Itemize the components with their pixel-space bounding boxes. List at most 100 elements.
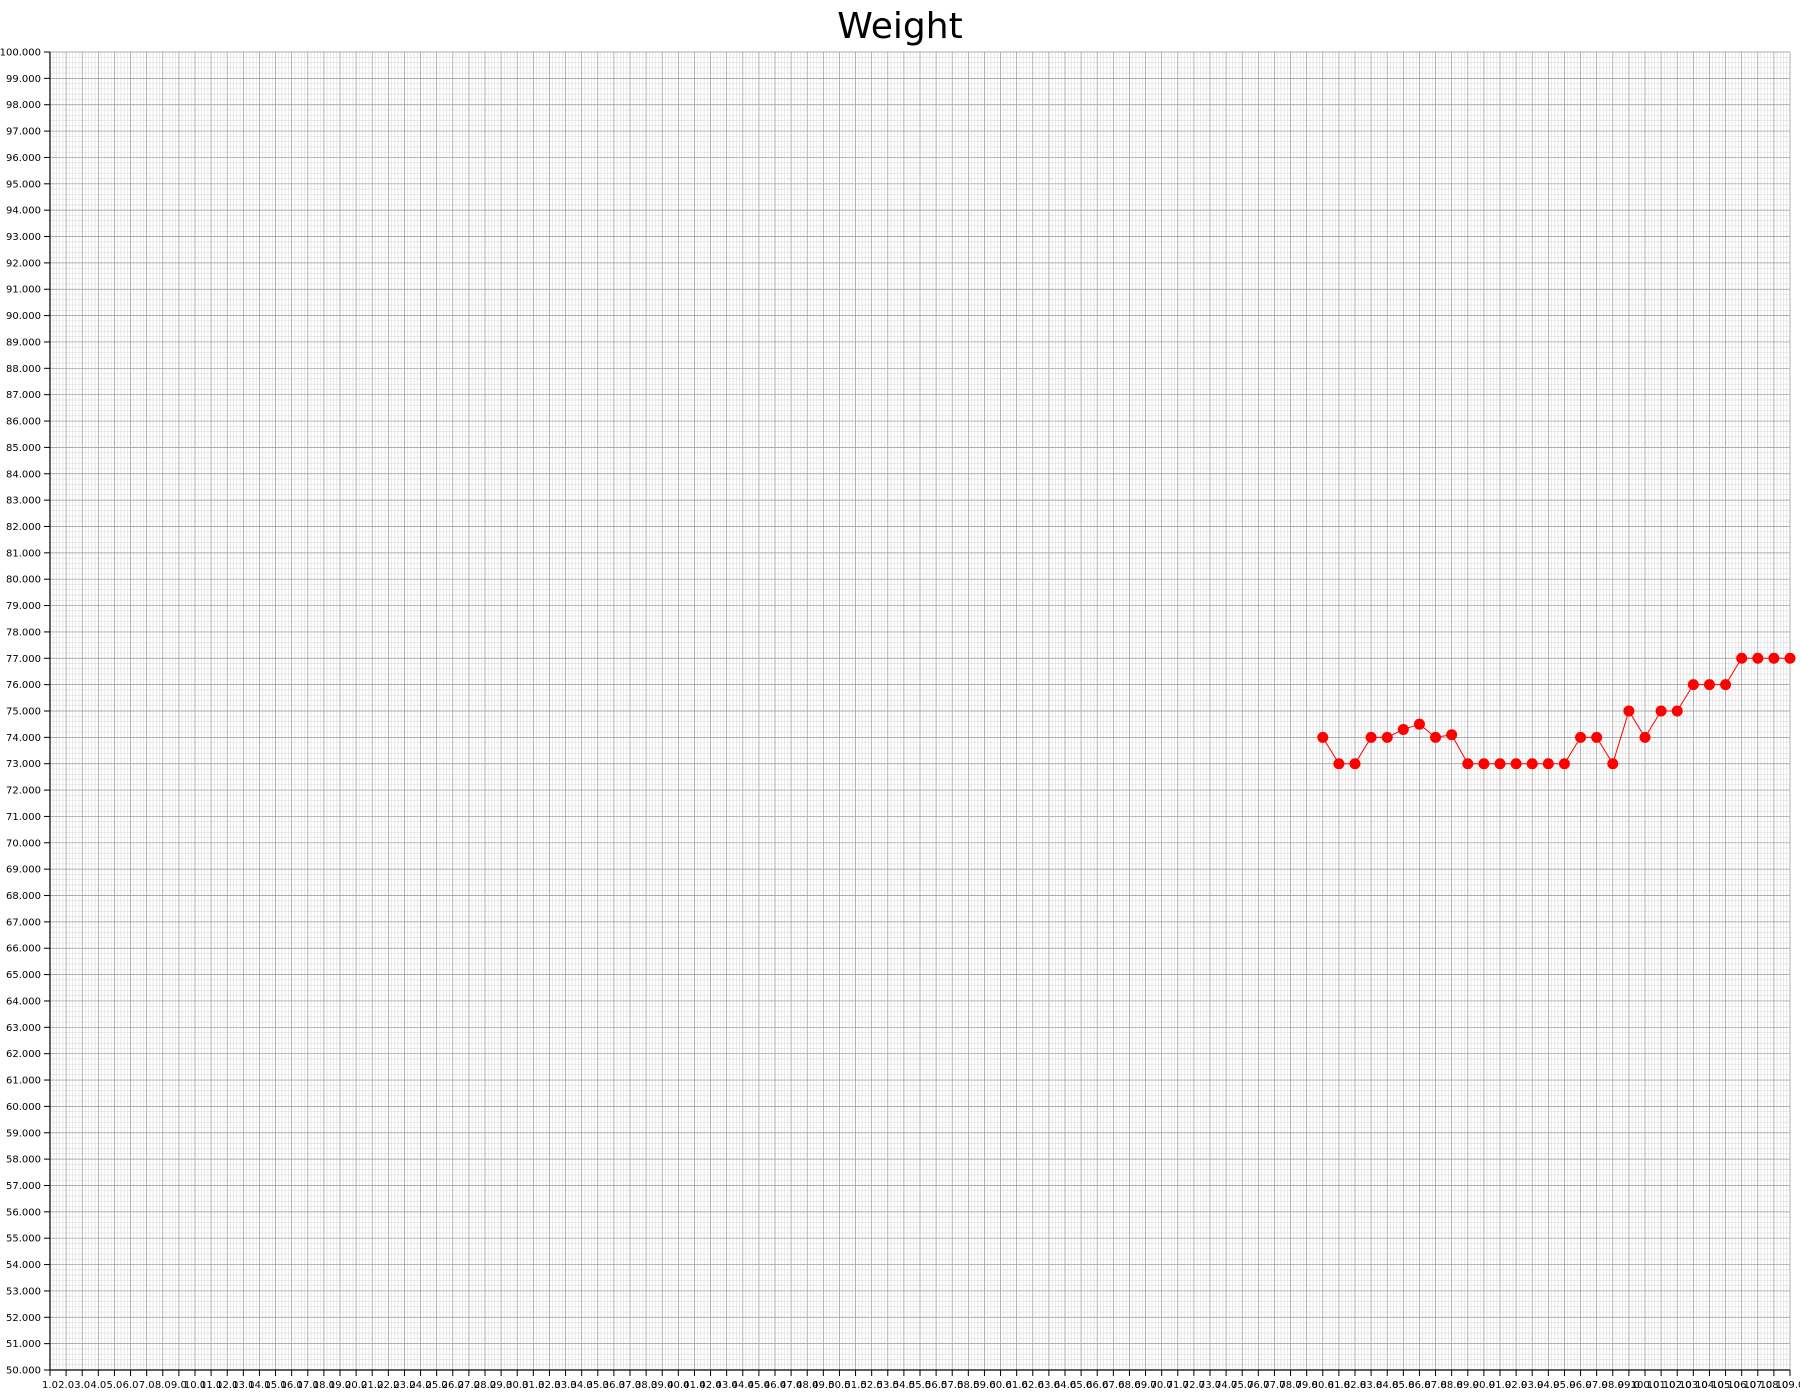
- x-tick-label: 59.0: [973, 1380, 995, 1391]
- y-tick-label: 94.000: [6, 206, 41, 217]
- x-tick-label: 64.0: [1054, 1380, 1076, 1391]
- x-tick-label: 67.0: [1102, 1380, 1124, 1391]
- y-tick-label: 84.000: [6, 469, 41, 480]
- x-tick-label: 48.0: [796, 1380, 818, 1391]
- x-tick-label: 4.0: [90, 1380, 106, 1391]
- x-tick-label: 92.0: [1505, 1380, 1527, 1391]
- y-tick-label: 53.000: [6, 1286, 41, 1297]
- y-tick-label: 78.000: [6, 627, 41, 638]
- data-point: [1510, 758, 1522, 770]
- y-tick-label: 88.000: [6, 364, 41, 375]
- x-tick-label: 74.0: [1215, 1380, 1237, 1391]
- x-tick-label: 93.0: [1521, 1380, 1543, 1391]
- x-tick-label: 97.0: [1586, 1380, 1608, 1391]
- y-tick-label: 60.000: [6, 1102, 41, 1113]
- data-point: [1381, 731, 1393, 743]
- data-point: [1397, 723, 1409, 735]
- y-tick-label: 69.000: [6, 865, 41, 876]
- x-tick-label: 9.0: [171, 1380, 187, 1391]
- x-tick-label: 34.0: [571, 1380, 593, 1391]
- x-tick-label: 56.0: [925, 1380, 947, 1391]
- x-tick-label: 106.0: [1727, 1380, 1756, 1391]
- x-tick-label: 18.0: [313, 1380, 335, 1391]
- x-tick-label: 39.0: [651, 1380, 673, 1391]
- y-tick-label: 71.000: [6, 812, 41, 823]
- x-tick-label: 23.0: [393, 1380, 415, 1391]
- y-tick-label: 100.000: [0, 48, 41, 59]
- x-tick-label: 101.0: [1647, 1380, 1676, 1391]
- x-tick-label: 73.0: [1199, 1380, 1221, 1391]
- x-tick-label: 87.0: [1424, 1380, 1446, 1391]
- data-point: [1736, 652, 1748, 664]
- x-tick-label: 77.0: [1263, 1380, 1285, 1391]
- y-tick-label: 85.000: [6, 443, 41, 454]
- x-tick-label: 1.0: [42, 1380, 58, 1391]
- x-tick-label: 40.0: [667, 1380, 689, 1391]
- y-tick-label: 57.000: [6, 1181, 41, 1192]
- x-tick-label: 81.0: [1328, 1380, 1350, 1391]
- x-tick-label: 71.0: [1167, 1380, 1189, 1391]
- series-layer: [1317, 652, 1796, 770]
- x-tick-label: 35.0: [587, 1380, 609, 1391]
- x-tick-label: 12.0: [216, 1380, 238, 1391]
- y-tick-label: 99.000: [6, 74, 41, 85]
- data-point: [1494, 758, 1506, 770]
- y-tick-label: 98.000: [6, 100, 41, 111]
- data-point: [1558, 758, 1570, 770]
- data-point: [1703, 679, 1715, 691]
- x-tick-label: 15.0: [264, 1380, 286, 1391]
- x-tick-label: 91.0: [1489, 1380, 1511, 1391]
- y-tick-label: 59.000: [6, 1128, 41, 1139]
- x-tick-label: 33.0: [554, 1380, 576, 1391]
- data-point: [1607, 758, 1619, 770]
- x-tick-label: 25.0: [426, 1380, 448, 1391]
- x-tick-label: 68.0: [1118, 1380, 1140, 1391]
- x-tick-label: 100.0: [1631, 1380, 1660, 1391]
- y-tick-label: 70.000: [6, 838, 41, 849]
- x-tick-label: 13.0: [232, 1380, 254, 1391]
- y-tick-label: 52.000: [6, 1313, 41, 1324]
- x-tick-label: 89.0: [1457, 1380, 1479, 1391]
- y-tick-label: 92.000: [6, 258, 41, 269]
- x-tick-label: 16.0: [281, 1380, 303, 1391]
- x-tick-label: 50.0: [828, 1380, 850, 1391]
- data-point: [1639, 731, 1651, 743]
- x-tick-label: 99.0: [1618, 1380, 1640, 1391]
- x-tick-label: 51.0: [844, 1380, 866, 1391]
- data-point: [1333, 758, 1345, 770]
- y-tick-label: 83.000: [6, 496, 41, 507]
- data-point: [1752, 652, 1764, 664]
- y-tick-label: 95.000: [6, 179, 41, 190]
- x-tick-label: 6.0: [123, 1380, 139, 1391]
- data-point: [1365, 731, 1377, 743]
- data-point: [1784, 652, 1796, 664]
- x-tick-label: 83.0: [1360, 1380, 1382, 1391]
- y-tick-label: 89.000: [6, 337, 41, 348]
- y-tick-labels: 50.000 51.000 52.000 53.000 54.000 55.000 56.0…: [0, 48, 41, 1377]
- y-tick-label: 65.000: [6, 970, 41, 981]
- x-tick-label: 54.0: [893, 1380, 915, 1391]
- x-tick-label: 69.0: [1134, 1380, 1156, 1391]
- y-tick-label: 81.000: [6, 548, 41, 559]
- y-tick-label: 97.000: [6, 127, 41, 138]
- x-tick-label: 29.0: [490, 1380, 512, 1391]
- x-tick-label: 103.0: [1679, 1380, 1708, 1391]
- x-tick-label: 5.0: [106, 1380, 122, 1391]
- data-point: [1768, 652, 1780, 664]
- data-point: [1623, 705, 1635, 717]
- x-tick-label: 107.0: [1743, 1380, 1772, 1391]
- x-tick-label: 2.0: [58, 1380, 74, 1391]
- x-tick-label: 19.0: [329, 1380, 351, 1391]
- x-tick-label: 57.0: [941, 1380, 963, 1391]
- x-tick-label: 22.0: [377, 1380, 399, 1391]
- y-tick-label: 86.000: [6, 417, 41, 428]
- x-tick-label: 85.0: [1392, 1380, 1414, 1391]
- x-tick-label: 94.0: [1537, 1380, 1559, 1391]
- x-tick-label: 52.0: [861, 1380, 883, 1391]
- x-tick-label: 49.0: [812, 1380, 834, 1391]
- major-grid: [49, 51, 1791, 1371]
- y-tick-label: 73.000: [6, 759, 41, 770]
- data-point: [1720, 679, 1732, 691]
- x-tick-label: 27.0: [458, 1380, 480, 1391]
